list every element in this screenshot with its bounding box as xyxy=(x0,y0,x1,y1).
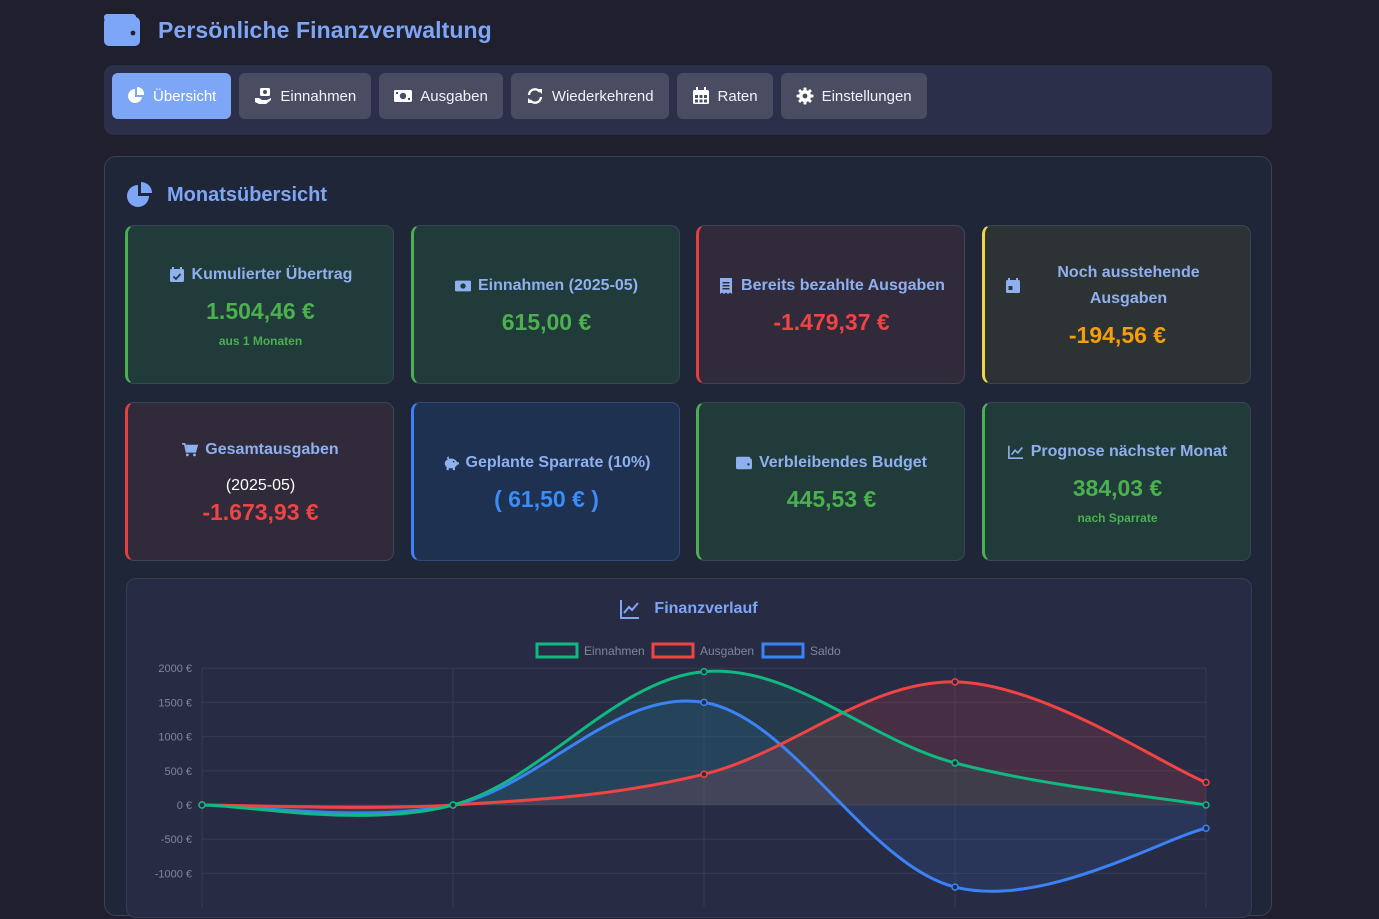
card-pending-expenses-value: -194,56 € xyxy=(1068,322,1167,348)
card-forecast-title: Prognose nächster Monat xyxy=(1030,442,1228,460)
card-income-title: Einnahmen (2025-05) xyxy=(477,277,639,294)
tab-installments-label: Raten xyxy=(717,87,758,105)
overview-title: Monatsübersicht xyxy=(167,183,328,206)
chart-heading: Finanzverlauf xyxy=(127,599,1251,619)
card-remaining-budget: Verbleibendes Budget 445,53 € xyxy=(696,402,965,561)
overview-panel: Monatsübersicht Kumulierter Übertrag 1.5… xyxy=(104,156,1272,918)
y-tick-label: 0 € xyxy=(177,800,192,812)
gear-icon xyxy=(796,87,814,105)
data-point xyxy=(1202,778,1210,787)
shopping-cart-icon xyxy=(182,442,199,457)
receipt-icon xyxy=(720,278,733,294)
card-forecast-value: 384,03 € xyxy=(1072,474,1163,501)
series-area-einnahmen xyxy=(202,671,1206,816)
app-header: Persönliche Finanzverwaltung xyxy=(104,12,492,48)
data-point xyxy=(449,801,457,809)
card-carryover: Kumulierter Übertrag 1.504,46 € aus 1 Mo… xyxy=(125,225,394,384)
line-chart-icon xyxy=(1007,445,1023,459)
legend-label: Einnahmen xyxy=(584,644,645,658)
card-carryover-sub: aus 1 Monaten xyxy=(218,333,303,348)
card-total-expenses-value: -1.673,93 € xyxy=(202,499,319,525)
data-point xyxy=(700,667,708,676)
chart-title: Finanzverlauf xyxy=(654,600,758,617)
card-forecast-sub: nach Sparrate xyxy=(1077,510,1158,525)
card-income: Einnahmen (2025-05) 615,00 € xyxy=(411,225,680,384)
tab-recurring-label: Wiederkehrend xyxy=(551,87,654,105)
data-point xyxy=(700,698,708,707)
tab-overview[interactable]: Übersicht xyxy=(112,73,232,119)
series-area-saldo xyxy=(202,700,1206,892)
legend-swatch xyxy=(651,642,695,659)
data-point xyxy=(951,759,959,767)
y-tick-label: 500 € xyxy=(164,766,192,778)
finance-line-chart: 2000 € 1500 € 1000 € 500 € 0 € -500 € -1000 € E… xyxy=(155,642,1210,908)
main-nav: Übersicht Einnahmen Ausgaben Wiederkehre… xyxy=(104,65,1272,135)
card-carryover-title: Kumulierter Übertrag xyxy=(191,265,353,283)
wallet-icon xyxy=(104,14,140,46)
line-chart-icon xyxy=(620,600,640,619)
tab-settings[interactable]: Einstellungen xyxy=(780,73,927,119)
finance-chart-card: Finanzverlauf 2000 € 1500 € 1000 € 500 € 0 €… xyxy=(126,578,1252,918)
data-point xyxy=(198,801,206,809)
legend-label: Saldo xyxy=(810,644,841,658)
card-total-expenses: Gesamtausgaben (2025-05) -1.673,93 € xyxy=(125,402,394,561)
card-planned-savings: Geplante Sparrate (10%) ( 61,50 € ) xyxy=(411,402,680,561)
tab-expenses[interactable]: Ausgaben xyxy=(379,73,503,119)
card-forecast: Prognose nächster Monat 384,03 € nach Sp… xyxy=(982,402,1251,561)
calendar-icon xyxy=(1006,278,1020,293)
app-title: Persönliche Finanzverwaltung xyxy=(158,16,492,43)
sync-icon xyxy=(527,88,543,104)
money-bill-icon xyxy=(394,90,413,102)
card-paid-expenses-value: -1.479,37 € xyxy=(773,309,890,335)
tab-overview-label: Übersicht xyxy=(153,87,217,105)
card-remaining-budget-value: 445,53 € xyxy=(786,486,877,512)
y-tick-label: 1500 € xyxy=(158,697,192,709)
chart-pie-icon xyxy=(128,87,145,103)
data-point xyxy=(1202,824,1210,833)
card-total-expenses-date: (2025-05) xyxy=(225,477,296,494)
data-point xyxy=(700,770,708,778)
wallet-icon xyxy=(735,456,752,470)
tab-expenses-label: Ausgaben xyxy=(420,87,488,105)
series-area-ausgaben xyxy=(202,681,1206,808)
y-tick-label: 2000 € xyxy=(158,663,192,675)
legend-swatch xyxy=(761,642,805,659)
card-total-expenses-title: Gesamtausgaben xyxy=(205,441,339,458)
calendar-check-icon xyxy=(169,266,184,282)
tab-income-label: Einnahmen xyxy=(280,87,357,105)
legend-swatch xyxy=(535,642,579,659)
card-planned-savings-value: ( 61,50 € ) xyxy=(494,486,599,512)
data-point xyxy=(1202,801,1210,809)
card-paid-expenses-title: Bereits bezahlte Ausgaben xyxy=(741,277,945,294)
card-income-value: 615,00 € xyxy=(501,309,592,335)
hand-holding-dollar-icon xyxy=(255,88,272,104)
y-tick-label: -500 € xyxy=(161,834,192,846)
overview-heading: Monatsübersicht xyxy=(126,181,327,209)
y-tick-label: 1000 € xyxy=(158,732,192,744)
tab-income[interactable]: Einnahmen xyxy=(239,73,372,119)
money-bill-icon xyxy=(454,280,471,292)
card-carryover-value: 1.504,46 € xyxy=(206,297,315,324)
tab-recurring[interactable]: Wiederkehrend xyxy=(510,73,669,119)
data-point xyxy=(951,883,959,891)
card-paid-expenses: Bereits bezahlte Ausgaben -1.479,37 € xyxy=(696,225,965,384)
card-remaining-budget-title: Verbleibendes Budget xyxy=(758,454,928,471)
card-planned-savings-title: Geplante Sparrate (10%) xyxy=(465,454,651,471)
data-point xyxy=(951,678,959,686)
legend-label: Ausgaben xyxy=(700,644,754,658)
tab-settings-label: Einstellungen xyxy=(821,87,912,105)
calendar-grid-icon xyxy=(692,87,709,104)
piggy-bank-icon xyxy=(444,455,459,471)
card-pending-expenses: Noch ausstehende Ausgaben -194,56 € xyxy=(982,225,1251,384)
y-tick-label: -1000 € xyxy=(155,868,192,880)
chart-pie-icon xyxy=(127,182,152,207)
tab-installments[interactable]: Raten xyxy=(676,73,773,119)
card-pending-expenses-title: Noch ausstehende Ausgaben xyxy=(1057,264,1200,307)
